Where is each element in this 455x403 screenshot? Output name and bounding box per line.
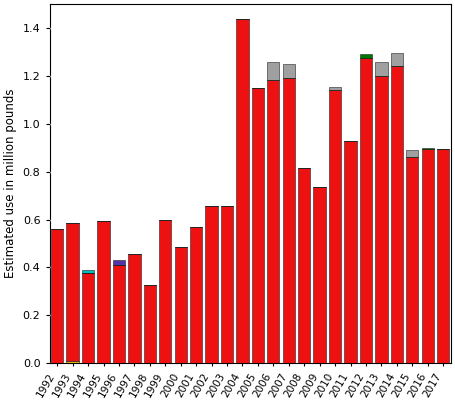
Bar	[391, 66, 403, 363]
Bar	[159, 220, 172, 363]
Bar	[82, 274, 94, 363]
Bar	[406, 158, 419, 363]
Y-axis label: Estimated use in million pounds: Estimated use in million pounds	[4, 89, 17, 278]
Bar	[313, 187, 326, 363]
Bar	[329, 87, 341, 90]
Bar	[283, 64, 295, 78]
Bar	[267, 62, 279, 79]
Bar	[66, 361, 79, 363]
Bar	[113, 260, 125, 265]
Bar	[298, 168, 310, 363]
Bar	[236, 19, 248, 363]
Bar	[283, 78, 295, 363]
Bar	[267, 79, 279, 363]
Bar	[344, 141, 357, 363]
Bar	[360, 54, 372, 58]
Bar	[360, 58, 372, 363]
Bar	[421, 148, 434, 149]
Bar	[421, 149, 434, 363]
Bar	[205, 206, 218, 363]
Bar	[391, 53, 403, 66]
Bar	[51, 229, 63, 363]
Bar	[252, 88, 264, 363]
Bar	[221, 206, 233, 363]
Bar	[375, 62, 388, 76]
Bar	[97, 221, 110, 363]
Bar	[82, 270, 94, 274]
Bar	[66, 223, 79, 361]
Bar	[406, 150, 419, 158]
Bar	[144, 285, 156, 363]
Bar	[113, 265, 125, 363]
Bar	[375, 76, 388, 363]
Bar	[437, 149, 449, 363]
Bar	[329, 90, 341, 363]
Bar	[190, 227, 202, 363]
Bar	[175, 247, 187, 363]
Bar	[128, 254, 141, 363]
